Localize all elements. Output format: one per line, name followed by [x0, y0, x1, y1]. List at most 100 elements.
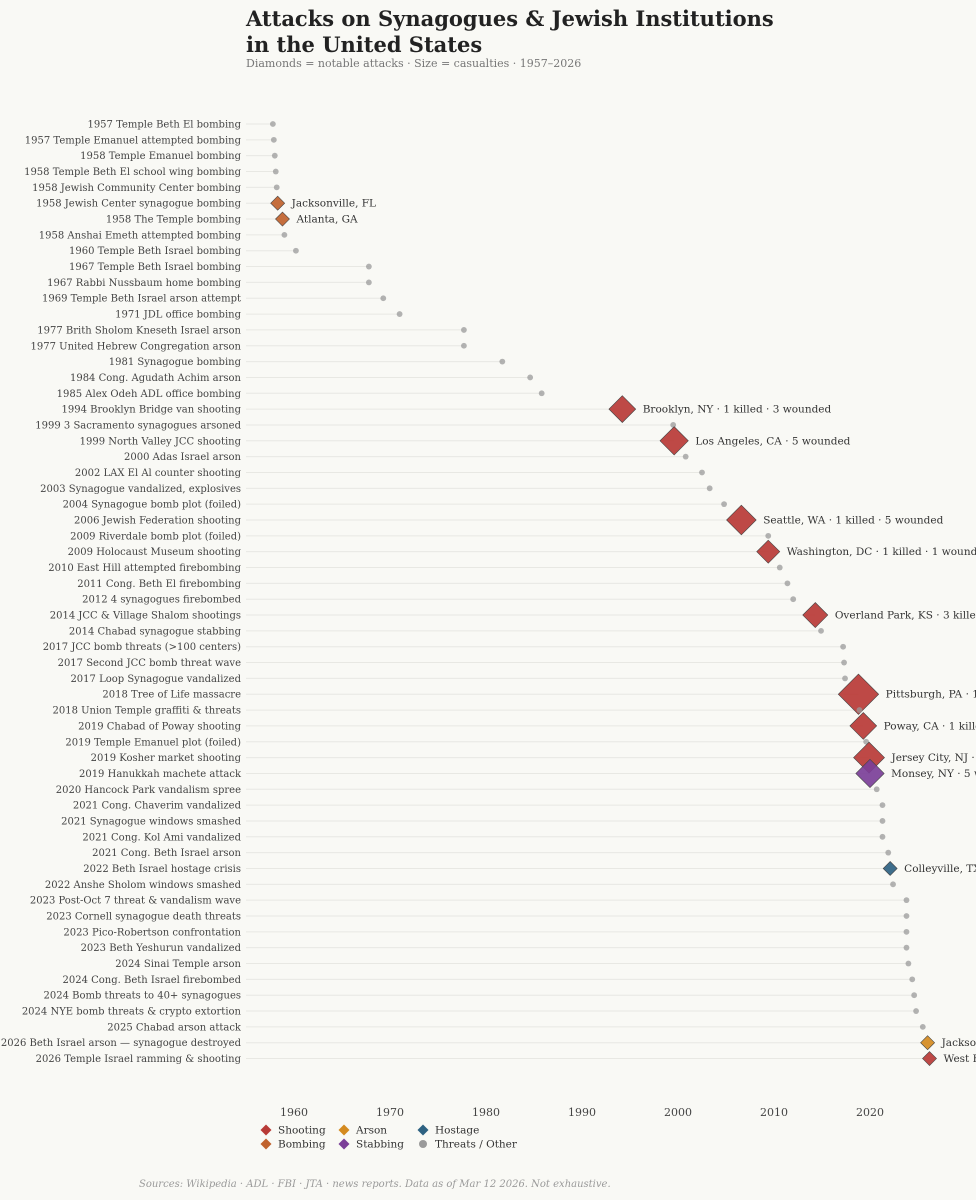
legend-diamond-marker: [338, 1138, 350, 1150]
event-dot-marker: [790, 596, 797, 603]
event-label: 1994 Brooklyn Bridge van shooting: [62, 405, 242, 416]
legend-label: Bombing: [278, 1139, 326, 1151]
event-dot-marker: [461, 342, 467, 349]
event-dot-marker: [499, 358, 506, 365]
event-label: 2021 Cong. Chaverim vandalized: [73, 801, 242, 812]
event-label: 1958 Jewish Community Center bombing: [32, 183, 241, 194]
event-dot-marker: [911, 992, 918, 999]
event-dot-marker: [842, 675, 848, 682]
event-diamond-marker: [275, 211, 290, 227]
chart-title-line-1: Attacks on Synagogues & Jewish Instituti…: [246, 6, 774, 31]
event-label: 1957 Temple Emanuel attempted bombing: [25, 135, 242, 146]
event-label: 2003 Synagogue vandalized, explosives: [40, 484, 241, 495]
event-dot-marker: [903, 913, 910, 919]
event-dot-marker: [461, 327, 467, 333]
x-tick-label: 2020: [856, 1106, 884, 1119]
event-dot-marker: [818, 627, 824, 634]
event-label: 1985 Alex Odeh ADL office bombing: [57, 389, 242, 400]
event-label: 2009 Riverdale bomb plot (foiled): [70, 531, 241, 542]
event-label: 2017 Second JCC bomb threat wave: [58, 658, 242, 669]
event-dot-marker: [913, 1008, 919, 1014]
event-label: 2009 Holocaust Museum shooting: [68, 547, 242, 558]
event-label: 2021 Cong. Beth Israel arson: [92, 848, 241, 859]
event-diamond-marker: [837, 673, 880, 715]
event-label: 2026 Temple Israel ramming & shooting: [36, 1054, 242, 1065]
event-label: 1969 Temple Beth Israel arson attempt: [42, 294, 241, 305]
event-label: 2023 Pico-Robertson confrontation: [63, 927, 241, 938]
event-label: 1971 JDL office bombing: [115, 310, 241, 321]
legend-label: Hostage: [435, 1125, 479, 1137]
event-diamond-marker: [659, 426, 689, 456]
event-dot-marker: [365, 263, 372, 270]
x-tick-label: 2000: [664, 1106, 692, 1119]
event-label: 2022 Beth Israel hostage crisis: [83, 864, 241, 875]
event-label: 2011 Cong. Beth El firebombing: [77, 579, 241, 590]
event-labels: 1957 Temple Beth El bombing 1957 Temple E…: [1, 120, 242, 1066]
x-axis-ticks: 1960 1970 1980 1990 2000 2010 2020: [280, 1106, 884, 1119]
event-annotation: Colleyville, TX: [904, 863, 976, 875]
event-dot-marker: [903, 897, 910, 904]
event-dot-marker: [840, 643, 847, 650]
event-annotation: Los Angeles, CA · 5 wounded: [695, 435, 850, 447]
event-dot-marker: [903, 928, 910, 935]
event-annotation: Jacksonville, FL: [291, 198, 376, 210]
event-label: 2006 Jewish Federation shooting: [74, 516, 242, 527]
event-label: 2021 Synagogue windows smashed: [61, 816, 241, 827]
event-annotation: Washington, DC · 1 killed · 1 wounded: [787, 546, 976, 558]
event-label: 2021 Cong. Kol Ami vandalized: [82, 832, 241, 843]
event-dot-marker: [879, 802, 886, 809]
event-diamond-marker: [882, 861, 898, 876]
event-diamond-marker: [849, 712, 878, 740]
event-label: 2017 Loop Synagogue vandalized: [70, 674, 241, 685]
event-dot-marker: [765, 532, 772, 539]
event-diamond-marker: [726, 504, 757, 536]
legend-diamond-marker: [417, 1124, 429, 1136]
event-label: 2026 Beth Israel arson — synagogue destr…: [1, 1038, 242, 1049]
event-dot-marker: [670, 422, 677, 428]
event-dot-marker: [841, 659, 847, 666]
event-dot-marker: [699, 469, 705, 476]
event-label: 2023 Cornell synagogue death threats: [46, 912, 241, 923]
x-tick-label: 2010: [760, 1106, 788, 1119]
event-label: 2002 LAX El Al counter shooting: [75, 468, 242, 479]
event-label: 2019 Temple Emanuel plot (foiled): [65, 737, 241, 748]
event-dot-marker: [879, 818, 886, 824]
event-label: 1977 United Hebrew Congregation arson: [31, 341, 242, 352]
event-diamond-marker: [270, 195, 286, 211]
event-label: 1984 Cong. Agudath Achim arson: [70, 373, 242, 384]
event-diamond-marker: [608, 395, 637, 423]
legend: Shooting Bombing Arson Stabbing Hostage Threa…: [260, 1124, 518, 1151]
event-annotation: Pittsburgh, PA · 11 killed · 6 wounded: [886, 689, 976, 701]
event-annotation: Brooklyn, NY · 1 killed · 3 wounded: [643, 404, 832, 416]
event-dot-marker: [271, 152, 278, 159]
event-dot-marker: [890, 881, 896, 888]
event-annotations: Jacksonville, FL Atlanta, GA Brooklyn, NY …: [291, 198, 976, 1065]
event-label: 2024 Sinai Temple arson: [115, 959, 241, 970]
event-label: 2019 Kosher market shooting: [91, 753, 242, 764]
event-dot-marker: [721, 501, 727, 508]
event-label: 2022 Anshe Sholom windows smashed: [45, 880, 242, 891]
legend-label: Threats / Other: [435, 1139, 518, 1151]
event-label: 1958 Temple Beth El school wing bombing: [24, 167, 242, 178]
event-dot-marker: [903, 944, 910, 951]
event-dot-marker: [706, 485, 713, 492]
x-tick-label: 1990: [568, 1106, 596, 1119]
event-annotation: Jackson, MS: [941, 1037, 976, 1049]
event-dot-marker: [879, 833, 886, 840]
chart-title: Attacks on Synagogues & Jewish Instituti…: [246, 6, 774, 58]
legend-dot-marker: [419, 1140, 427, 1148]
event-dot-marker: [396, 311, 403, 317]
event-dot-marker: [380, 295, 387, 302]
event-annotation: West Bloomfield, MI: [944, 1053, 976, 1065]
event-label: 1958 Temple Emanuel bombing: [80, 151, 241, 162]
legend-diamond-marker: [260, 1138, 272, 1150]
event-label: 1958 The Temple bombing: [106, 215, 242, 226]
x-tick-label: 1960: [280, 1106, 308, 1119]
chart-title-line-2: in the United States: [246, 32, 483, 57]
event-label: 1958 Jewish Center synagogue bombing: [36, 199, 241, 210]
source-note: Sources: Wikipedia · ADL · FBI · JTA · n…: [139, 1179, 611, 1190]
legend-diamond-marker: [338, 1124, 350, 1136]
chart-subtitle: Diamonds = notable attacks · Size = casu…: [246, 57, 582, 70]
event-label: 2024 NYE bomb threats & crypto extortion: [22, 1007, 242, 1018]
event-label: 2004 Synagogue bomb plot (foiled): [63, 500, 242, 511]
